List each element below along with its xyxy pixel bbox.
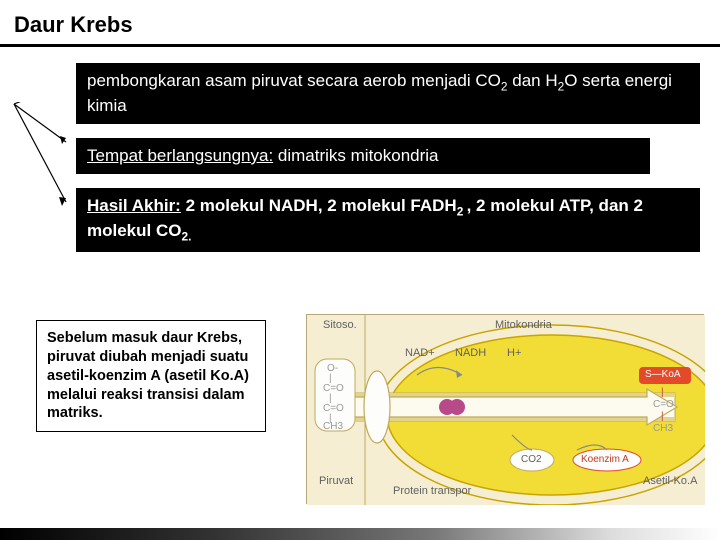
underline-bar — [0, 44, 720, 47]
location-box: Tempat berlangsungnya: dimatriks mitokon… — [76, 138, 650, 174]
label-nadh: NADH — [455, 347, 486, 359]
label-piruvat: Piruvat — [319, 475, 353, 487]
result-text-1: 2 molekul NADH, 2 molekul FADH — [181, 196, 457, 215]
pyruvate-co1: C=O — [323, 383, 344, 394]
acetyl-line1: | — [661, 387, 664, 398]
pyruvate-co2: C=O — [323, 403, 344, 414]
pyruvate-ch3: CH3 — [323, 421, 343, 432]
acetyl-line2: | — [661, 411, 664, 422]
definition-box: pembongkaran asam piruvat secara aerob m… — [76, 63, 700, 124]
label-nadp: NAD+ — [405, 347, 435, 359]
label-asetil: Asetil-Ko.A — [643, 475, 697, 487]
connector-arrows — [8, 102, 68, 242]
acetyl-co: C=O — [653, 399, 674, 410]
side-note-box: Sebelum masuk daur Krebs, piruvat diubah… — [36, 320, 266, 432]
co2-sub: 2 — [501, 79, 508, 93]
label-s-koa: S—KoA — [645, 369, 681, 380]
result-sub-1: 2 — [457, 204, 467, 218]
result-box: Hasil Akhir: 2 molekul NADH, 2 molekul F… — [76, 188, 700, 252]
location-label: Tempat berlangsungnya: — [87, 146, 273, 165]
label-protein: Protein transpor — [393, 485, 471, 497]
location-text: dimatriks mitokondria — [273, 146, 438, 165]
acetyl-ch3: CH3 — [653, 423, 673, 434]
label-hplus: H+ — [507, 347, 521, 359]
def-text-1: pembongkaran asam piruvat secara aerob m… — [87, 71, 475, 90]
label-co2: CO2 — [521, 454, 542, 465]
label-mitokondria: Mitokondria — [495, 319, 552, 331]
footer-gradient-bar — [0, 528, 720, 540]
reaction-diagram: Sitoso. Mitokondria NAD+ NADH H+ CO2 Koe… — [306, 314, 704, 504]
page-title: Daur Krebs — [0, 0, 720, 44]
label-sitoso: Sitoso. — [323, 319, 357, 331]
co2-text: CO — [475, 71, 501, 90]
result-sub-2: 2. — [181, 229, 191, 243]
result-label: Hasil Akhir: — [87, 196, 181, 215]
def-text-2: dan H — [508, 71, 558, 90]
label-koenzim-a: Koenzim A — [581, 454, 629, 465]
